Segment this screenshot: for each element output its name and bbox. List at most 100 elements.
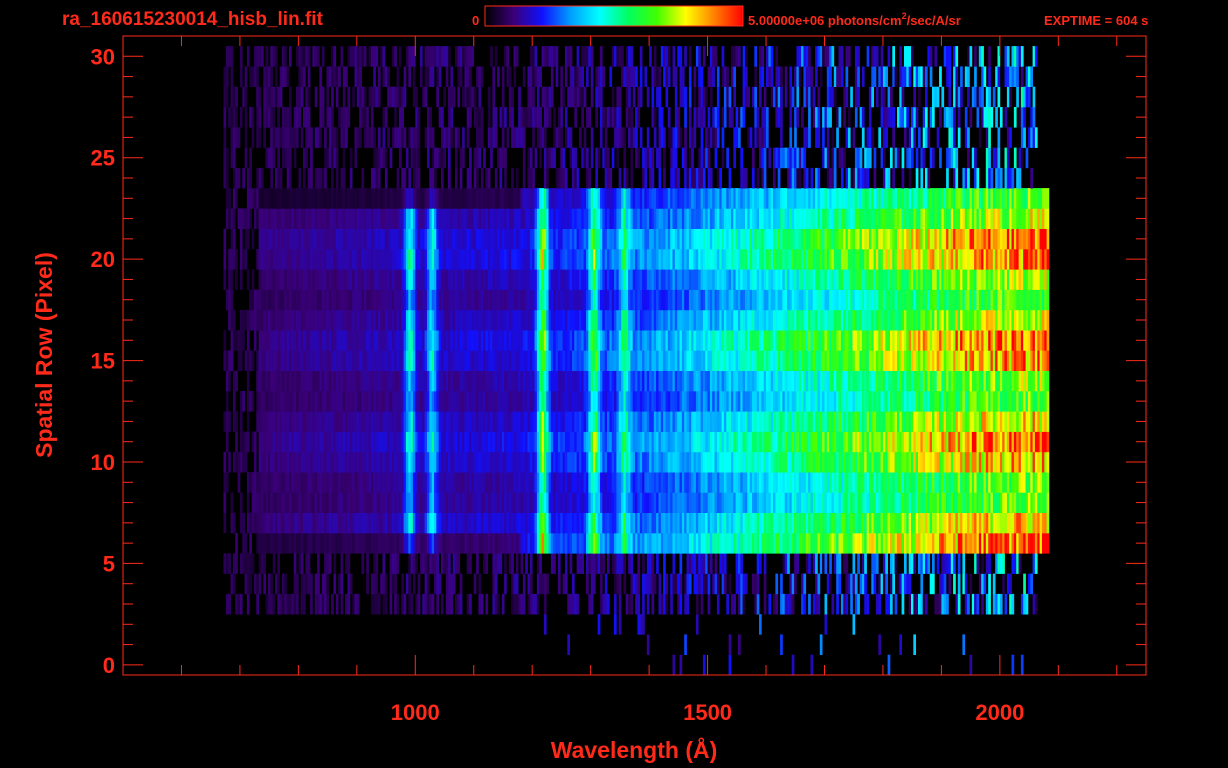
heatmap-cell xyxy=(677,512,680,534)
heatmap-cell xyxy=(796,391,800,412)
heatmap-cell xyxy=(464,512,468,534)
heatmap-cell xyxy=(282,512,285,534)
heatmap-cell xyxy=(607,553,610,574)
heatmap-cell xyxy=(674,350,678,371)
heatmap-cell xyxy=(976,431,980,453)
heatmap-cell xyxy=(602,391,605,412)
heatmap-cell xyxy=(749,472,753,493)
heatmap-cell xyxy=(906,512,909,534)
heatmap-cell xyxy=(761,431,765,453)
heatmap-cell xyxy=(817,431,821,453)
heatmap-cell xyxy=(1039,309,1043,331)
heatmap-cell xyxy=(890,350,893,371)
heatmap-cell xyxy=(808,553,811,574)
heatmap-cell xyxy=(588,472,591,493)
heatmap-cell xyxy=(593,573,596,595)
heatmap-cell xyxy=(265,289,269,311)
heatmap-cell xyxy=(831,370,835,392)
heatmap-cell xyxy=(319,492,323,513)
heatmap-cell xyxy=(770,370,774,392)
heatmap-cell xyxy=(473,370,477,392)
heatmap-cell xyxy=(943,370,947,392)
heatmap-cell xyxy=(686,553,690,574)
heatmap-cell xyxy=(890,553,893,574)
heatmap-cell xyxy=(861,391,865,412)
heatmap-cell xyxy=(929,391,933,412)
heatmap-cell xyxy=(752,492,755,513)
heatmap-cell xyxy=(555,309,559,331)
heatmap-cell xyxy=(487,330,491,351)
heatmap-cell xyxy=(901,472,905,493)
heatmap-cell xyxy=(702,654,706,676)
heatmap-cell xyxy=(660,411,664,432)
heatmap-cell xyxy=(646,451,650,473)
heatmap-cell xyxy=(441,451,444,473)
heatmap-cell xyxy=(716,431,720,453)
heatmap-cell xyxy=(911,593,914,615)
heatmap-cell xyxy=(925,451,928,473)
heatmap-cell xyxy=(985,350,989,371)
heatmap-cell xyxy=(471,370,475,392)
heatmap-cell xyxy=(857,370,860,392)
heatmap-cell xyxy=(506,451,510,473)
heatmap-cell xyxy=(646,593,650,615)
heatmap-cell xyxy=(920,431,924,453)
heatmap-cell xyxy=(562,330,566,351)
heatmap-cell xyxy=(345,593,348,615)
heatmap-cell xyxy=(611,533,615,554)
heatmap-cell xyxy=(623,431,627,453)
heatmap-cell xyxy=(733,451,736,473)
heatmap-cell xyxy=(784,370,788,392)
heatmap-cell xyxy=(946,533,949,554)
heatmap-cell xyxy=(314,391,318,412)
heatmap-cell xyxy=(756,533,760,554)
heatmap-cell xyxy=(347,431,351,453)
heatmap-cell xyxy=(892,431,895,453)
heatmap-cell xyxy=(618,533,622,554)
heatmap-cell xyxy=(515,330,519,351)
heatmap-cell xyxy=(1016,553,1019,574)
heatmap-cell xyxy=(532,411,535,432)
heatmap-cell xyxy=(868,451,872,473)
heatmap-cell xyxy=(794,370,797,392)
heatmap-cell xyxy=(836,593,839,615)
heatmap-cell xyxy=(1002,391,1005,412)
heatmap-cell xyxy=(677,309,680,331)
heatmap-cell xyxy=(812,533,816,554)
heatmap-cell xyxy=(651,512,655,534)
heatmap-cell xyxy=(398,411,402,432)
heatmap-cell xyxy=(356,370,360,392)
heatmap-cell xyxy=(590,573,594,595)
heatmap-cell xyxy=(1039,411,1043,432)
heatmap-cell xyxy=(932,573,935,595)
heatmap-cell xyxy=(508,512,512,534)
heatmap-cell xyxy=(1009,370,1012,392)
heatmap-cell xyxy=(562,391,566,412)
heatmap-cell xyxy=(412,512,416,534)
heatmap-cell xyxy=(992,533,996,554)
heatmap-cell xyxy=(759,391,762,412)
heatmap-cell xyxy=(847,492,851,513)
heatmap-cell xyxy=(607,533,610,554)
heatmap-cell xyxy=(567,533,570,554)
heatmap-cell xyxy=(515,593,519,615)
heatmap-cell xyxy=(272,512,276,534)
heatmap-cell xyxy=(649,492,652,513)
heatmap-cell xyxy=(824,614,828,635)
heatmap-cell xyxy=(920,391,924,412)
heatmap-cell xyxy=(352,289,355,311)
heatmap-cell xyxy=(403,431,407,453)
heatmap-cell xyxy=(915,533,919,554)
heatmap-cell xyxy=(752,391,755,412)
heatmap-cell xyxy=(777,431,781,453)
heatmap-cell xyxy=(597,330,601,351)
heatmap-cell xyxy=(457,492,461,513)
heatmap-cell xyxy=(282,472,285,493)
heatmap-cell xyxy=(995,350,998,371)
heatmap-cell xyxy=(653,492,657,513)
heatmap-cell xyxy=(270,593,273,615)
heatmap-cell xyxy=(464,411,468,432)
heatmap-cell xyxy=(298,309,302,331)
heatmap-cell xyxy=(674,472,678,493)
heatmap-cell xyxy=(546,411,549,432)
